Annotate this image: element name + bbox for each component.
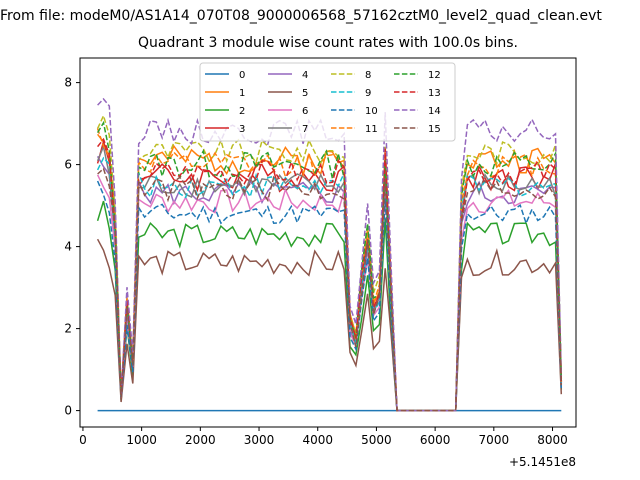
x-tick-label: 8000 (537, 433, 568, 447)
legend-label-4: 4 (302, 70, 308, 81)
figure-suptitle: From file: modeM0/AS1A14_070T08_90000065… (0, 8, 602, 24)
x-tick-label: 2000 (185, 433, 216, 447)
y-axis-ticks: 0 2 4 6 8 (64, 76, 80, 418)
series-line-7 (96, 144, 563, 412)
legend-label-15: 15 (428, 124, 441, 135)
x-tick-label: 6000 (420, 433, 451, 447)
y-tick-label: 0 (64, 404, 72, 418)
legend-box (199, 62, 456, 142)
legend-label-7: 7 (302, 124, 308, 135)
chart-title: Quadrant 3 module wise count rates with … (138, 35, 518, 51)
legend-label-3: 3 (239, 124, 245, 135)
legend-label-14: 14 (428, 106, 441, 117)
y-tick-label: 8 (64, 76, 72, 90)
legend-label-9: 9 (365, 88, 371, 99)
x-tick-label: 1000 (126, 433, 157, 447)
series-line-6 (96, 174, 563, 412)
series-line-15 (97, 167, 563, 412)
y-tick-label: 6 (64, 158, 72, 172)
series-line-4 (96, 156, 563, 412)
y-tick-label: 4 (64, 240, 72, 254)
legend-label-8: 8 (365, 70, 371, 81)
series-line-2 (96, 200, 563, 412)
plot-frame (79, 57, 577, 428)
legend-label-2: 2 (239, 106, 245, 117)
legend-label-5: 5 (302, 88, 308, 99)
series-line-5 (96, 238, 563, 412)
legend-label-1: 1 (239, 88, 245, 99)
series-line-10 (96, 180, 563, 412)
legend-label-6: 6 (302, 106, 308, 117)
legend-label-13: 13 (428, 88, 441, 99)
legend-label-10: 10 (365, 106, 378, 117)
series-line-12 (96, 120, 563, 412)
series-line-13 (97, 137, 563, 412)
x-tick-label: 5000 (361, 433, 392, 447)
x-tick-label: 7000 (479, 433, 510, 447)
series-line-9 (96, 156, 563, 412)
legend-label-11: 11 (365, 124, 378, 135)
x-axis-ticks: 0 1000 2000 3000 4000 5000 6000 7000 8000 (79, 427, 568, 447)
x-tick-label: 4000 (302, 433, 333, 447)
legend-label-12: 12 (428, 70, 441, 81)
legend-label-0: 0 (239, 70, 245, 81)
y-tick-label: 2 (64, 322, 72, 336)
x-tick-label: 0 (79, 433, 87, 447)
series-line-11 (96, 128, 563, 412)
series-lines (96, 97, 563, 412)
x-tick-label: 3000 (244, 433, 275, 447)
x-offset-label: +5.1451e8 (509, 455, 576, 469)
series-line-1 (97, 133, 563, 412)
series-line-8 (96, 113, 563, 412)
